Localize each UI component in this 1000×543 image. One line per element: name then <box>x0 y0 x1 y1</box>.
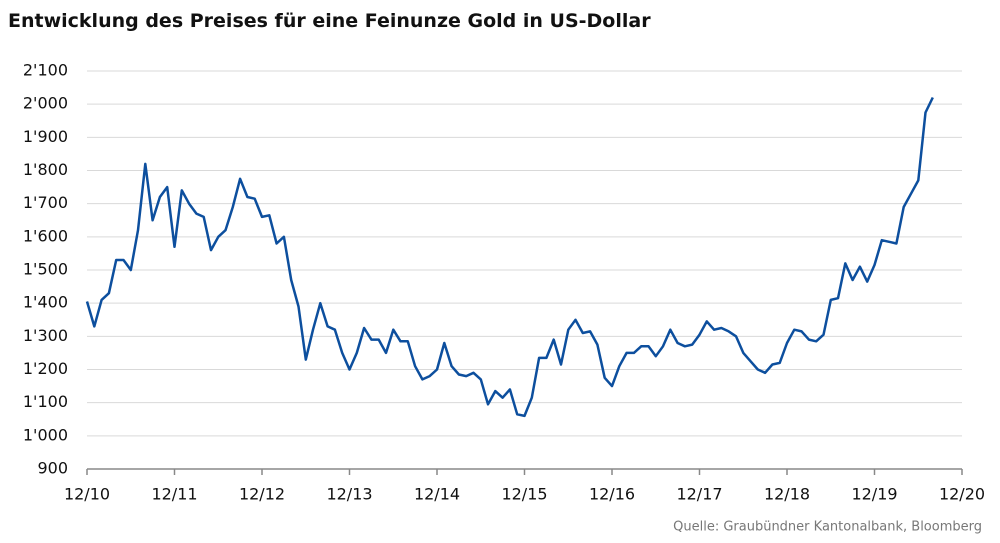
y-tick-label: 1'900 <box>23 127 68 146</box>
x-tick-label: 12/12 <box>239 485 285 504</box>
x-tick-label: 12/14 <box>414 485 460 504</box>
y-tick-label: 2'100 <box>23 61 68 80</box>
source-note: Quelle: Graubündner Kantonalbank, Bloomb… <box>673 520 982 535</box>
x-tick-label: 12/19 <box>851 485 897 504</box>
y-tick-label: 1'000 <box>23 425 68 444</box>
x-tick-label: 12/18 <box>764 485 810 504</box>
y-tick-label: 1'200 <box>23 359 68 378</box>
chart-title: Entwicklung des Preises für eine Feinunz… <box>8 10 651 32</box>
y-tick-label: 900 <box>37 459 68 478</box>
y-tick-label: 1'500 <box>23 260 68 279</box>
y-tick-label: 1'300 <box>23 326 68 345</box>
y-tick-label: 1'100 <box>23 392 68 411</box>
price-line <box>85 96 934 418</box>
x-tick-label: 12/13 <box>326 485 372 504</box>
y-tick-label: 1'600 <box>23 226 68 245</box>
y-tick-label: 1'700 <box>23 193 68 212</box>
x-tick-label: 12/16 <box>589 485 635 504</box>
y-tick-label: 1'800 <box>23 160 68 179</box>
x-tick-label: 12/11 <box>151 485 197 504</box>
x-tick-label: 12/20 <box>939 485 985 504</box>
x-tick-label: 12/15 <box>501 485 547 504</box>
y-tick-label: 1'400 <box>23 293 68 312</box>
y-tick-label: 2'000 <box>23 94 68 113</box>
x-tick-label: 12/17 <box>676 485 722 504</box>
x-tick-label: 12/10 <box>64 485 110 504</box>
